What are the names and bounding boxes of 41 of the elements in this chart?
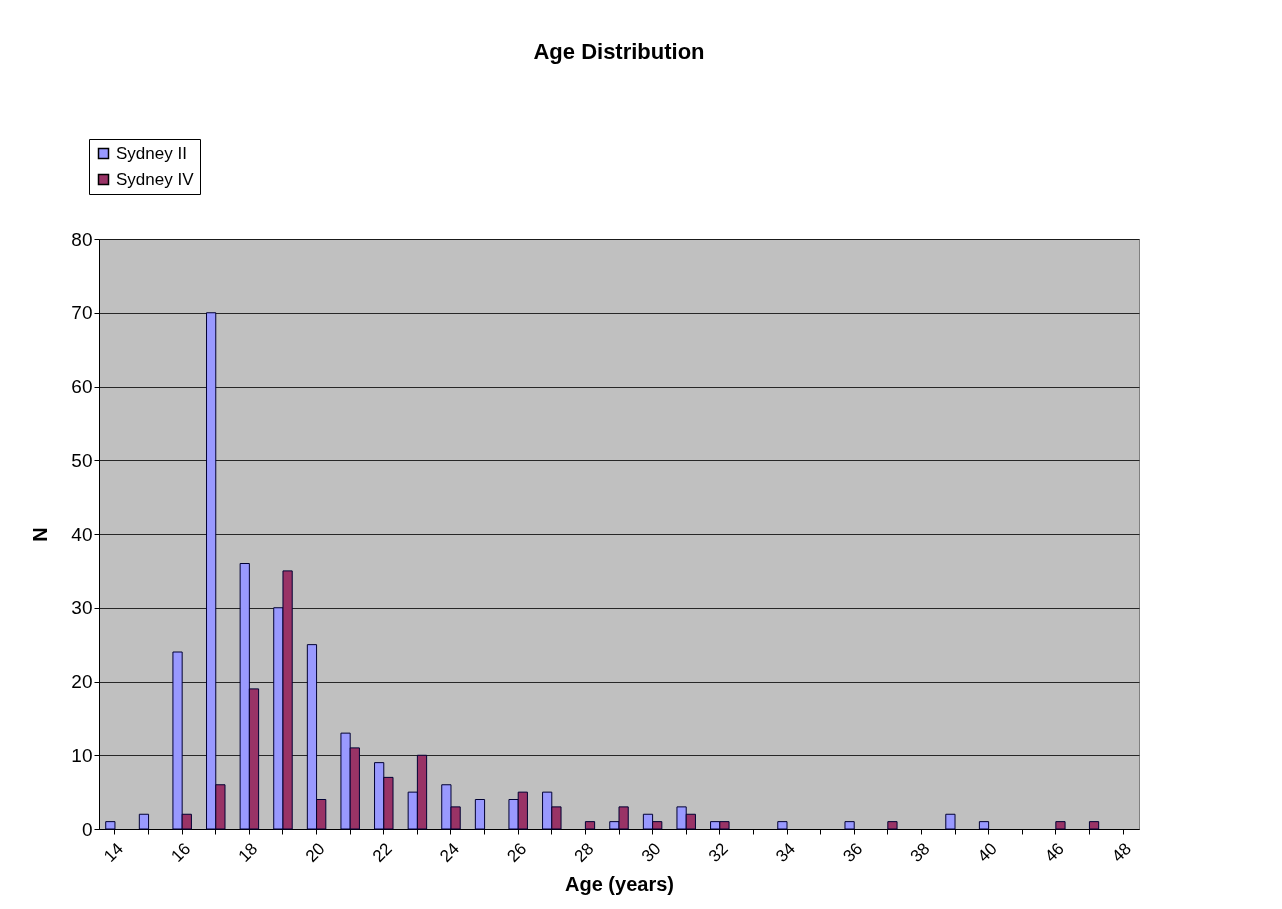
- x-tick-label: 14: [100, 839, 127, 866]
- x-tick-label: 48: [1108, 839, 1136, 866]
- y-tick-label: 50: [71, 449, 93, 471]
- bar: [978, 821, 990, 830]
- bar: [887, 821, 898, 830]
- x-tick-label: 38: [906, 839, 934, 866]
- x-tick-label: 24: [436, 839, 464, 866]
- x-tick-label: 18: [234, 839, 262, 866]
- x-tick-label: 28: [570, 839, 598, 866]
- y-tick-label: 70: [71, 302, 93, 324]
- y-tick-label: 40: [71, 523, 93, 545]
- bar: [138, 813, 150, 830]
- x-tick-label: 20: [301, 839, 329, 866]
- bar: [945, 813, 956, 830]
- y-axis-title: N: [29, 527, 52, 542]
- bar: [777, 821, 788, 830]
- bar: [105, 821, 116, 830]
- x-tick-label: 16: [167, 839, 195, 866]
- chart-title: Age Distribution: [533, 38, 705, 64]
- x-tick-label: 32: [705, 839, 732, 866]
- legend-label: Sydney II: [116, 143, 187, 163]
- x-tick-label: 40: [973, 839, 1001, 866]
- x-tick-label: 30: [637, 839, 665, 866]
- y-tick-label: 30: [71, 597, 93, 619]
- y-tick-label: 60: [71, 376, 93, 397]
- bar: [1055, 821, 1066, 830]
- bar: [474, 799, 486, 830]
- legend-label: Sydney IV: [116, 169, 195, 189]
- x-tick-label: 26: [503, 839, 531, 866]
- x-tick-label: 36: [839, 839, 867, 866]
- x-tick-label: 46: [1041, 839, 1068, 866]
- y-tick-label: 10: [71, 744, 93, 766]
- x-tick-label: 22: [368, 839, 396, 866]
- bar: [584, 821, 596, 830]
- bar: [844, 821, 855, 830]
- x-axis-title: Age (years): [565, 873, 674, 896]
- y-tick-label: 0: [81, 818, 93, 840]
- y-tick-label: 80: [71, 228, 93, 250]
- x-tick-label: 34: [772, 839, 800, 866]
- bar: [1088, 821, 1100, 830]
- y-tick-label: 20: [71, 671, 93, 692]
